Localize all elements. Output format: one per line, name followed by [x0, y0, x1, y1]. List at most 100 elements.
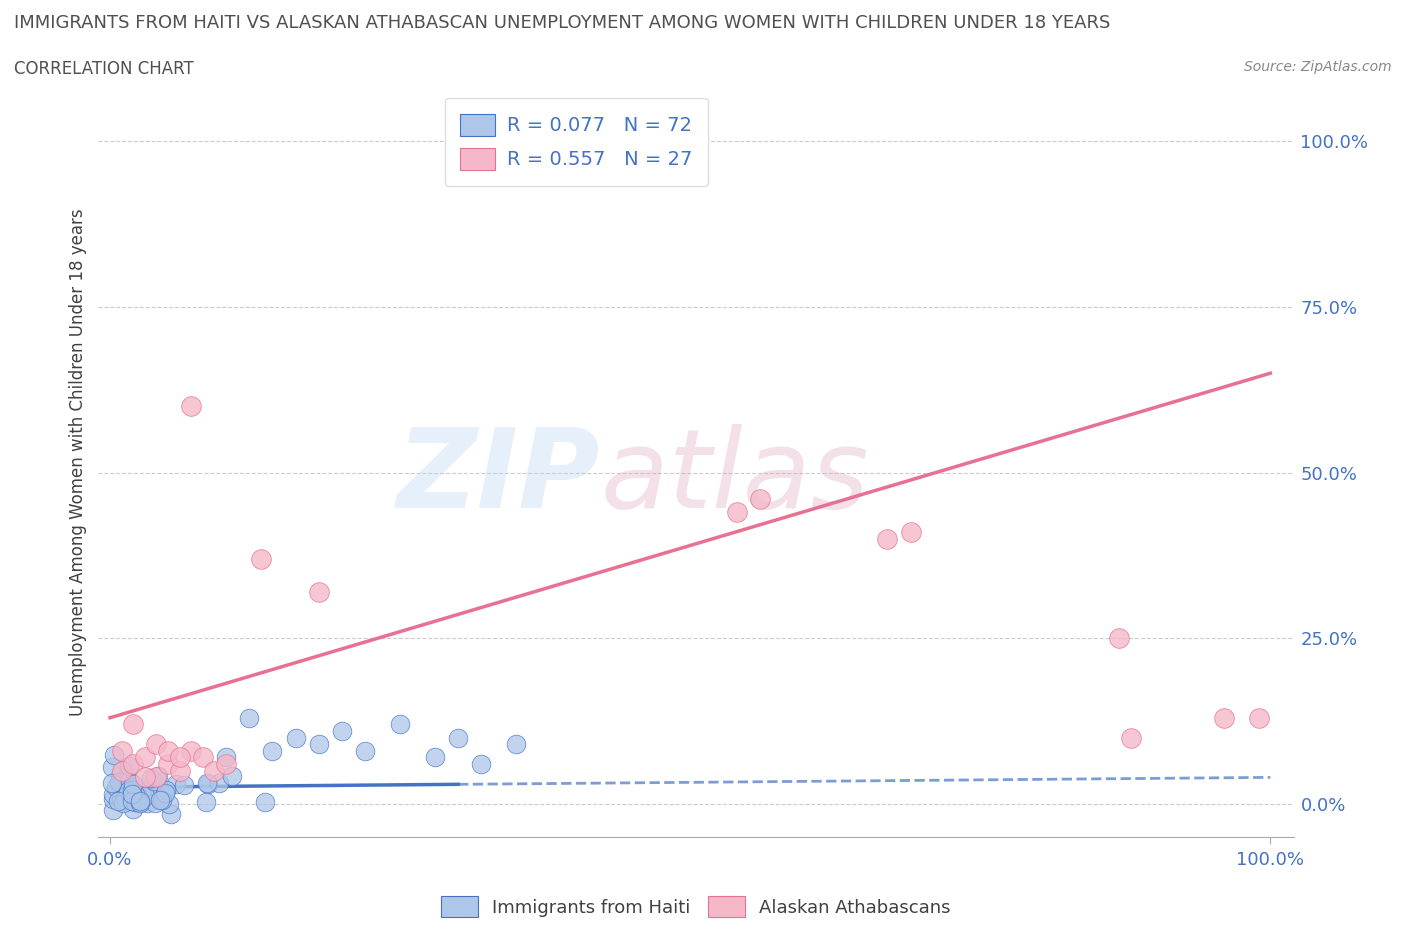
Point [117, 774, 139, 789]
Point [139, 771, 162, 786]
Point [197, 777, 219, 791]
Point [112, 789, 135, 804]
Point [127, 790, 149, 804]
Point [191, 751, 214, 765]
Point [101, 760, 124, 775]
Point [121, 777, 143, 791]
Point [221, 769, 243, 784]
Point [118, 776, 141, 790]
Point [1247, 711, 1270, 725]
Point [108, 775, 131, 790]
Point [215, 751, 238, 765]
Point [308, 737, 330, 751]
Point [134, 789, 156, 804]
Point [121, 787, 143, 802]
Point [145, 789, 167, 804]
Point [110, 792, 132, 807]
Point [215, 757, 238, 772]
Point [145, 770, 167, 785]
Point [103, 804, 125, 818]
Point [101, 776, 124, 790]
Point [121, 794, 143, 809]
Point [145, 737, 167, 751]
Point [195, 794, 218, 809]
Point [101, 787, 124, 802]
Point [900, 525, 922, 539]
Point [127, 789, 149, 804]
Point [470, 757, 492, 772]
Point [155, 782, 177, 797]
Point [129, 794, 152, 809]
Point [131, 788, 153, 803]
Point [111, 764, 134, 778]
Point [122, 802, 145, 817]
Point [122, 717, 145, 732]
Point [447, 730, 470, 745]
Point [208, 775, 231, 790]
Point [124, 790, 146, 805]
Point [180, 743, 202, 758]
Point [204, 764, 226, 778]
Point [114, 790, 136, 804]
Point [159, 796, 181, 811]
Point [308, 584, 330, 599]
Point [129, 794, 152, 809]
Point [122, 757, 145, 772]
Point [103, 748, 125, 763]
Text: IMMIGRANTS FROM HAITI VS ALASKAN ATHABASCAN UNEMPLOYMENT AMONG WOMEN WITH CHILDR: IMMIGRANTS FROM HAITI VS ALASKAN ATHABAS… [14, 14, 1111, 32]
Point [121, 782, 143, 797]
Point [112, 796, 135, 811]
Point [117, 784, 139, 799]
Point [505, 737, 527, 751]
Point [1108, 631, 1130, 645]
Point [107, 793, 129, 808]
Point [118, 784, 141, 799]
Text: ZIP: ZIP [396, 424, 600, 531]
Point [169, 764, 191, 778]
Point [129, 796, 152, 811]
Point [197, 776, 219, 790]
Point [389, 717, 412, 732]
Point [748, 492, 770, 507]
Point [134, 770, 156, 785]
Point [160, 806, 183, 821]
Point [153, 785, 176, 800]
Point [169, 751, 191, 765]
Point [250, 551, 273, 566]
Point [876, 531, 898, 546]
Point [157, 757, 180, 772]
Point [104, 779, 127, 794]
Point [150, 793, 173, 808]
Point [125, 779, 148, 794]
Point [284, 730, 307, 745]
Point [124, 794, 146, 809]
Point [118, 759, 141, 774]
Point [423, 751, 446, 765]
Y-axis label: Unemployment Among Women with Children Under 18 years: Unemployment Among Women with Children U… [69, 209, 87, 716]
Point [150, 788, 173, 803]
Point [149, 792, 172, 807]
Point [262, 743, 284, 758]
Point [136, 796, 159, 811]
Point [238, 711, 260, 725]
Point [1119, 730, 1142, 745]
Point [157, 743, 180, 758]
Point [165, 777, 187, 791]
Point [127, 791, 149, 806]
Point [124, 786, 146, 801]
Point [143, 795, 166, 810]
Point [111, 794, 134, 809]
Point [253, 794, 276, 809]
Point [173, 777, 195, 792]
Point [725, 505, 748, 520]
Point [330, 724, 353, 738]
Point [1212, 711, 1234, 725]
Point [108, 767, 131, 782]
Point [142, 773, 165, 788]
Text: Source: ZipAtlas.com: Source: ZipAtlas.com [1244, 60, 1392, 74]
Legend: Immigrants from Haiti, Alaskan Athabascans: Immigrants from Haiti, Alaskan Athabasca… [433, 887, 959, 926]
Text: CORRELATION CHART: CORRELATION CHART [14, 60, 194, 78]
Point [124, 781, 146, 796]
Point [134, 751, 156, 765]
Text: atlas: atlas [600, 424, 869, 531]
